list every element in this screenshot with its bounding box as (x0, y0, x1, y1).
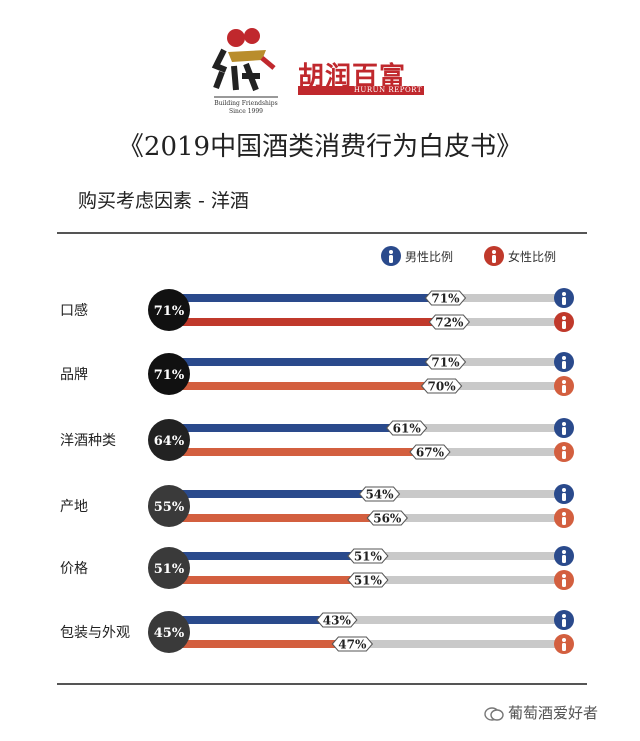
male-icon-head (562, 550, 566, 554)
legend-female-icon-body (492, 255, 496, 263)
male-icon-head (562, 356, 566, 360)
value-label-frame (409, 444, 451, 460)
male-bar (170, 552, 368, 560)
chart-title: 购买考虑因素 - 洋酒 (78, 190, 249, 212)
logo-since: Since 1999 (229, 108, 263, 115)
female-icon-head (562, 380, 566, 384)
female-bar (170, 318, 450, 326)
watermark: 葡萄酒爱好者 (484, 702, 598, 723)
legend-label: 女性比例 (508, 249, 556, 264)
overall-value: 71% (154, 304, 185, 319)
female-bar (170, 514, 388, 522)
female-icon-body (562, 451, 566, 459)
male-icon-body (562, 493, 566, 501)
value-label: 47% (338, 638, 367, 652)
legend-male-icon-body (389, 255, 393, 263)
value-label-frame (331, 636, 374, 652)
male-icon-head (562, 488, 566, 492)
female-bar (170, 640, 353, 648)
page-title: 《2019中国酒类消费行为白皮书》 (117, 132, 523, 162)
category-label: 洋酒种类 (60, 433, 116, 449)
value-label: 61% (393, 422, 422, 436)
legend-female-icon-head (492, 250, 496, 254)
female-icon-body (562, 321, 566, 329)
value-label: 51% (354, 574, 383, 588)
wechat-icon (484, 706, 504, 721)
category-label: 口感 (60, 302, 88, 319)
overall-value: 55% (154, 500, 185, 515)
female-icon-body (562, 517, 566, 525)
overall-value: 64% (154, 434, 185, 449)
female-icon-head (562, 316, 566, 320)
overall-circle (148, 419, 190, 461)
category-label: 品牌 (60, 366, 88, 383)
male-icon-head (562, 292, 566, 296)
male-icon-body (562, 361, 566, 369)
value-label: 72% (435, 316, 464, 330)
value-label-frame (358, 486, 401, 502)
female-icon-body (562, 579, 566, 587)
male-bar (170, 424, 407, 432)
value-label-frame (316, 612, 358, 628)
brand-sub: HURUN REPORT (353, 86, 422, 94)
female-icon-head (562, 512, 566, 516)
female-bar (170, 448, 430, 456)
male-bar (170, 294, 446, 302)
logo-mark: Building Friendships Since 1999 (206, 20, 286, 120)
overall-circle (148, 289, 190, 331)
male-icon-body (562, 427, 566, 435)
value-label-frame (424, 354, 467, 370)
overall-value: 51% (154, 562, 185, 577)
value-label: 51% (354, 550, 383, 564)
value-label-frame (420, 378, 463, 394)
logo-tagline: Building Friendships (214, 100, 278, 107)
female-bar (170, 576, 368, 584)
overall-circle (148, 547, 190, 589)
value-label: 71% (431, 292, 460, 306)
value-label: 56% (373, 512, 402, 526)
bar-track (170, 616, 562, 624)
brand-bar (298, 86, 424, 95)
value-label: 54% (365, 488, 394, 502)
value-label: 43% (323, 614, 352, 628)
male-icon-head (562, 614, 566, 618)
female-icon-body (562, 643, 566, 651)
value-label-frame (424, 290, 467, 306)
legend-male-icon-head (389, 250, 393, 254)
overall-value: 45% (154, 626, 185, 641)
male-icon-body (562, 297, 566, 305)
overall-circle (148, 611, 190, 653)
top-divider (57, 232, 587, 234)
female-icon-body (562, 385, 566, 393)
male-bar (170, 616, 337, 624)
female-icon-head (562, 574, 566, 578)
overall-circle (148, 353, 190, 395)
male-icon-body (562, 555, 566, 563)
overall-circle (148, 485, 190, 527)
overall-value: 71% (154, 368, 185, 383)
value-label-frame (347, 548, 389, 564)
female-icon-head (562, 446, 566, 450)
female-icon-head (562, 638, 566, 642)
category-label: 产地 (60, 499, 88, 515)
value-label: 67% (416, 446, 445, 460)
value-label-frame (366, 510, 408, 526)
value-label-frame (386, 420, 428, 436)
value-label-frame (347, 572, 389, 588)
category-label: 包装与外观 (60, 625, 130, 641)
male-bar (170, 490, 380, 498)
female-bar (170, 382, 442, 390)
value-label-frame (428, 314, 471, 330)
male-icon-head (562, 422, 566, 426)
male-bar (170, 358, 446, 366)
value-label: 71% (431, 356, 460, 370)
category-label: 价格 (60, 561, 88, 577)
male-icon-body (562, 619, 566, 627)
legend-label: 男性比例 (405, 250, 453, 264)
value-label: 70% (428, 380, 457, 394)
watermark-text: 葡萄酒爱好者 (508, 704, 599, 722)
bottom-divider (57, 683, 587, 685)
